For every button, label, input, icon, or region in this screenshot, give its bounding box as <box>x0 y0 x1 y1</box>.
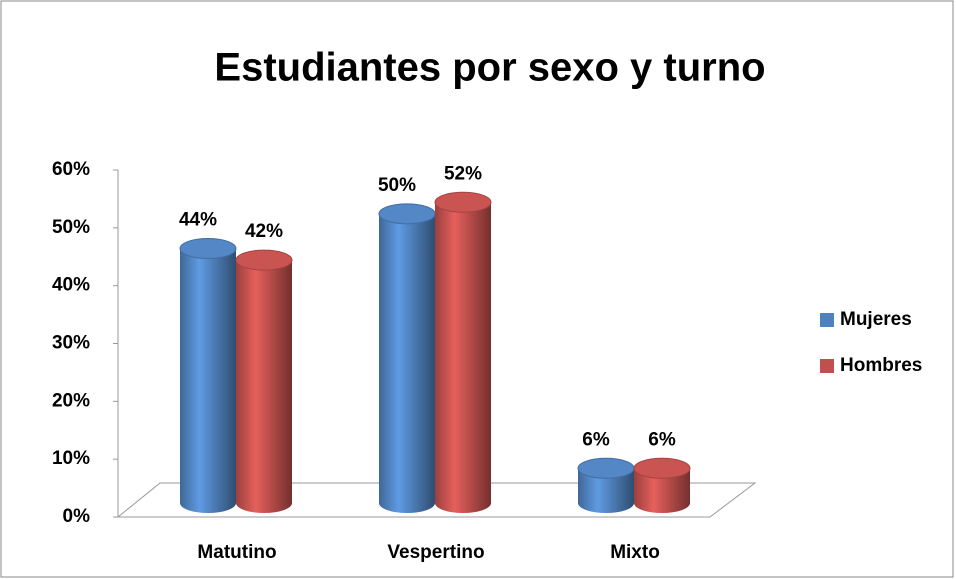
y-tick-label: 40% <box>52 275 90 296</box>
bar <box>236 260 292 513</box>
bar-top <box>633 457 691 479</box>
bar <box>578 468 634 513</box>
x-tick-label: Matutino <box>197 542 276 563</box>
legend-swatch <box>820 359 834 373</box>
bar <box>435 202 491 513</box>
data-label: 6% <box>648 429 676 450</box>
bar-top <box>235 249 293 271</box>
bar <box>379 213 435 514</box>
bar-top <box>577 457 635 479</box>
y-tick-label: 30% <box>52 333 90 354</box>
bar-top <box>434 191 492 213</box>
data-label: 6% <box>582 429 610 450</box>
bar-top <box>378 203 436 225</box>
data-label: 44% <box>179 210 217 231</box>
y-tick-label: 50% <box>52 217 90 238</box>
legend-swatch <box>820 313 834 327</box>
legend-label: Mujeres <box>840 309 912 330</box>
bar <box>180 248 236 514</box>
data-label: 42% <box>245 221 283 242</box>
x-tick-label: Vespertino <box>387 542 484 563</box>
y-tick-label: 0% <box>63 506 91 527</box>
data-label: 50% <box>378 175 416 196</box>
legend-label: Hombres <box>840 355 922 376</box>
y-tick-label: 20% <box>52 390 90 411</box>
bar-top <box>179 238 237 260</box>
y-tick-label: 10% <box>52 448 90 469</box>
bar <box>634 468 690 513</box>
data-label: 52% <box>444 163 482 184</box>
x-tick-label: Mixto <box>610 542 660 563</box>
y-tick-label: 60% <box>52 159 90 180</box>
chart-title: Estudiantes por sexo y turno <box>214 46 765 90</box>
